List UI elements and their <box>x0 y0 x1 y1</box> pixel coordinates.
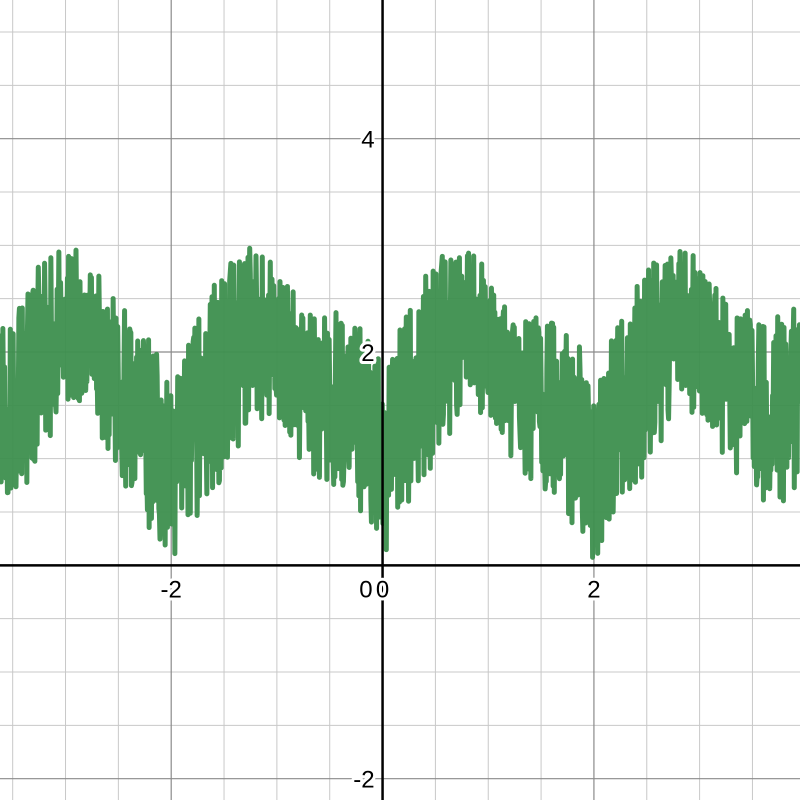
y-tick-label: 2 <box>361 340 374 367</box>
origin-label: 0 <box>359 576 372 603</box>
y-tick-label: 4 <box>361 127 374 154</box>
tick-labels: -2 0 2 -2 2 4 0 <box>158 124 604 797</box>
x-tick-label: 0 <box>376 576 389 603</box>
series-line <box>0 245 800 560</box>
x-tick-label: 2 <box>587 576 600 603</box>
series-curve <box>0 245 800 560</box>
y-tick-label: -2 <box>353 767 374 794</box>
x-tick-label: -2 <box>161 576 182 603</box>
